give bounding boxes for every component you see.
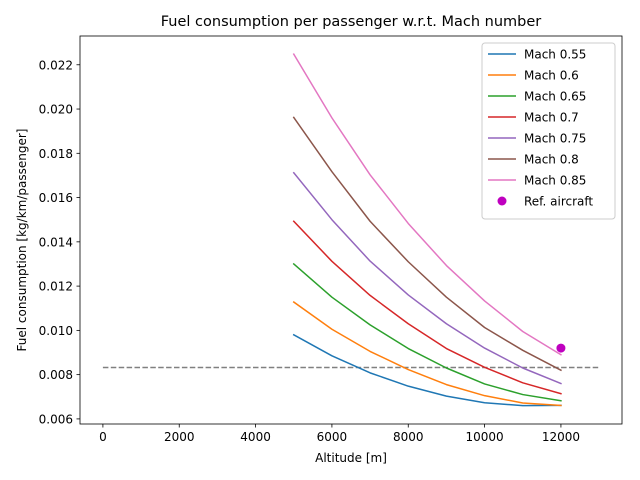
legend-label-reference: Ref. aircraft <box>524 195 593 209</box>
legend: Mach 0.55 Mach 0.6 Mach 0.65 Mach 0.7 Mach 0… <box>481 42 616 220</box>
x-tick-label: 12000 <box>542 430 580 444</box>
y-tick-label: 0.008 <box>39 368 73 382</box>
series-line-1 <box>292 300 562 407</box>
series-line-6 <box>292 53 562 356</box>
legend-label-6: Mach 0.85 <box>524 174 586 188</box>
y-tick-label: 0.010 <box>39 324 73 338</box>
y-tick-label: 0.014 <box>39 235 73 249</box>
legend-label-3: Mach 0.7 <box>524 111 579 125</box>
series-line-2 <box>292 262 562 402</box>
x-tick-label: 6000 <box>317 430 348 444</box>
axes-frame <box>79 35 623 425</box>
series-line-5 <box>292 116 562 372</box>
legend-box <box>481 42 616 220</box>
legend-label-2: Mach 0.65 <box>524 90 586 104</box>
x-tick-label: 2000 <box>164 430 195 444</box>
x-tick-label: 4000 <box>240 430 271 444</box>
x-axis-label: Altitude [m] <box>315 451 387 465</box>
reference-aircraft-point <box>556 343 566 353</box>
legend-label-0: Mach 0.55 <box>524 48 586 62</box>
y-axis-label: Fuel consumption [kg/km/passenger] <box>15 129 29 352</box>
y-tick-label: 0.022 <box>39 58 73 72</box>
series-line-3 <box>292 220 562 395</box>
legend-label-5: Mach 0.8 <box>524 153 579 167</box>
plot-area <box>79 35 623 425</box>
series-line-4 <box>292 171 562 385</box>
x-tick-label: 0 <box>99 430 107 444</box>
y-tick-label: 0.018 <box>39 147 73 161</box>
y-tick-label: 0.016 <box>39 191 73 205</box>
legend-label-1: Mach 0.6 <box>524 69 579 83</box>
y-axis-ticks: 0.006 0.008 0.010 0.012 0.014 0.016 0.018 0.020… <box>39 58 80 426</box>
series-line-0 <box>292 333 562 407</box>
chart-title: Fuel consumption per passenger w.r.t. Ma… <box>161 14 542 30</box>
y-tick-label: 0.012 <box>39 280 73 294</box>
legend-marker-reference <box>497 196 507 206</box>
x-tick-label: 8000 <box>393 430 424 444</box>
x-tick-label: 10000 <box>465 430 503 444</box>
y-tick-label: 0.006 <box>39 412 73 426</box>
x-axis-ticks: 0 2000 4000 6000 8000 10000 12000 <box>99 424 580 444</box>
legend-label-4: Mach 0.75 <box>524 132 586 146</box>
y-tick-label: 0.020 <box>39 103 73 117</box>
